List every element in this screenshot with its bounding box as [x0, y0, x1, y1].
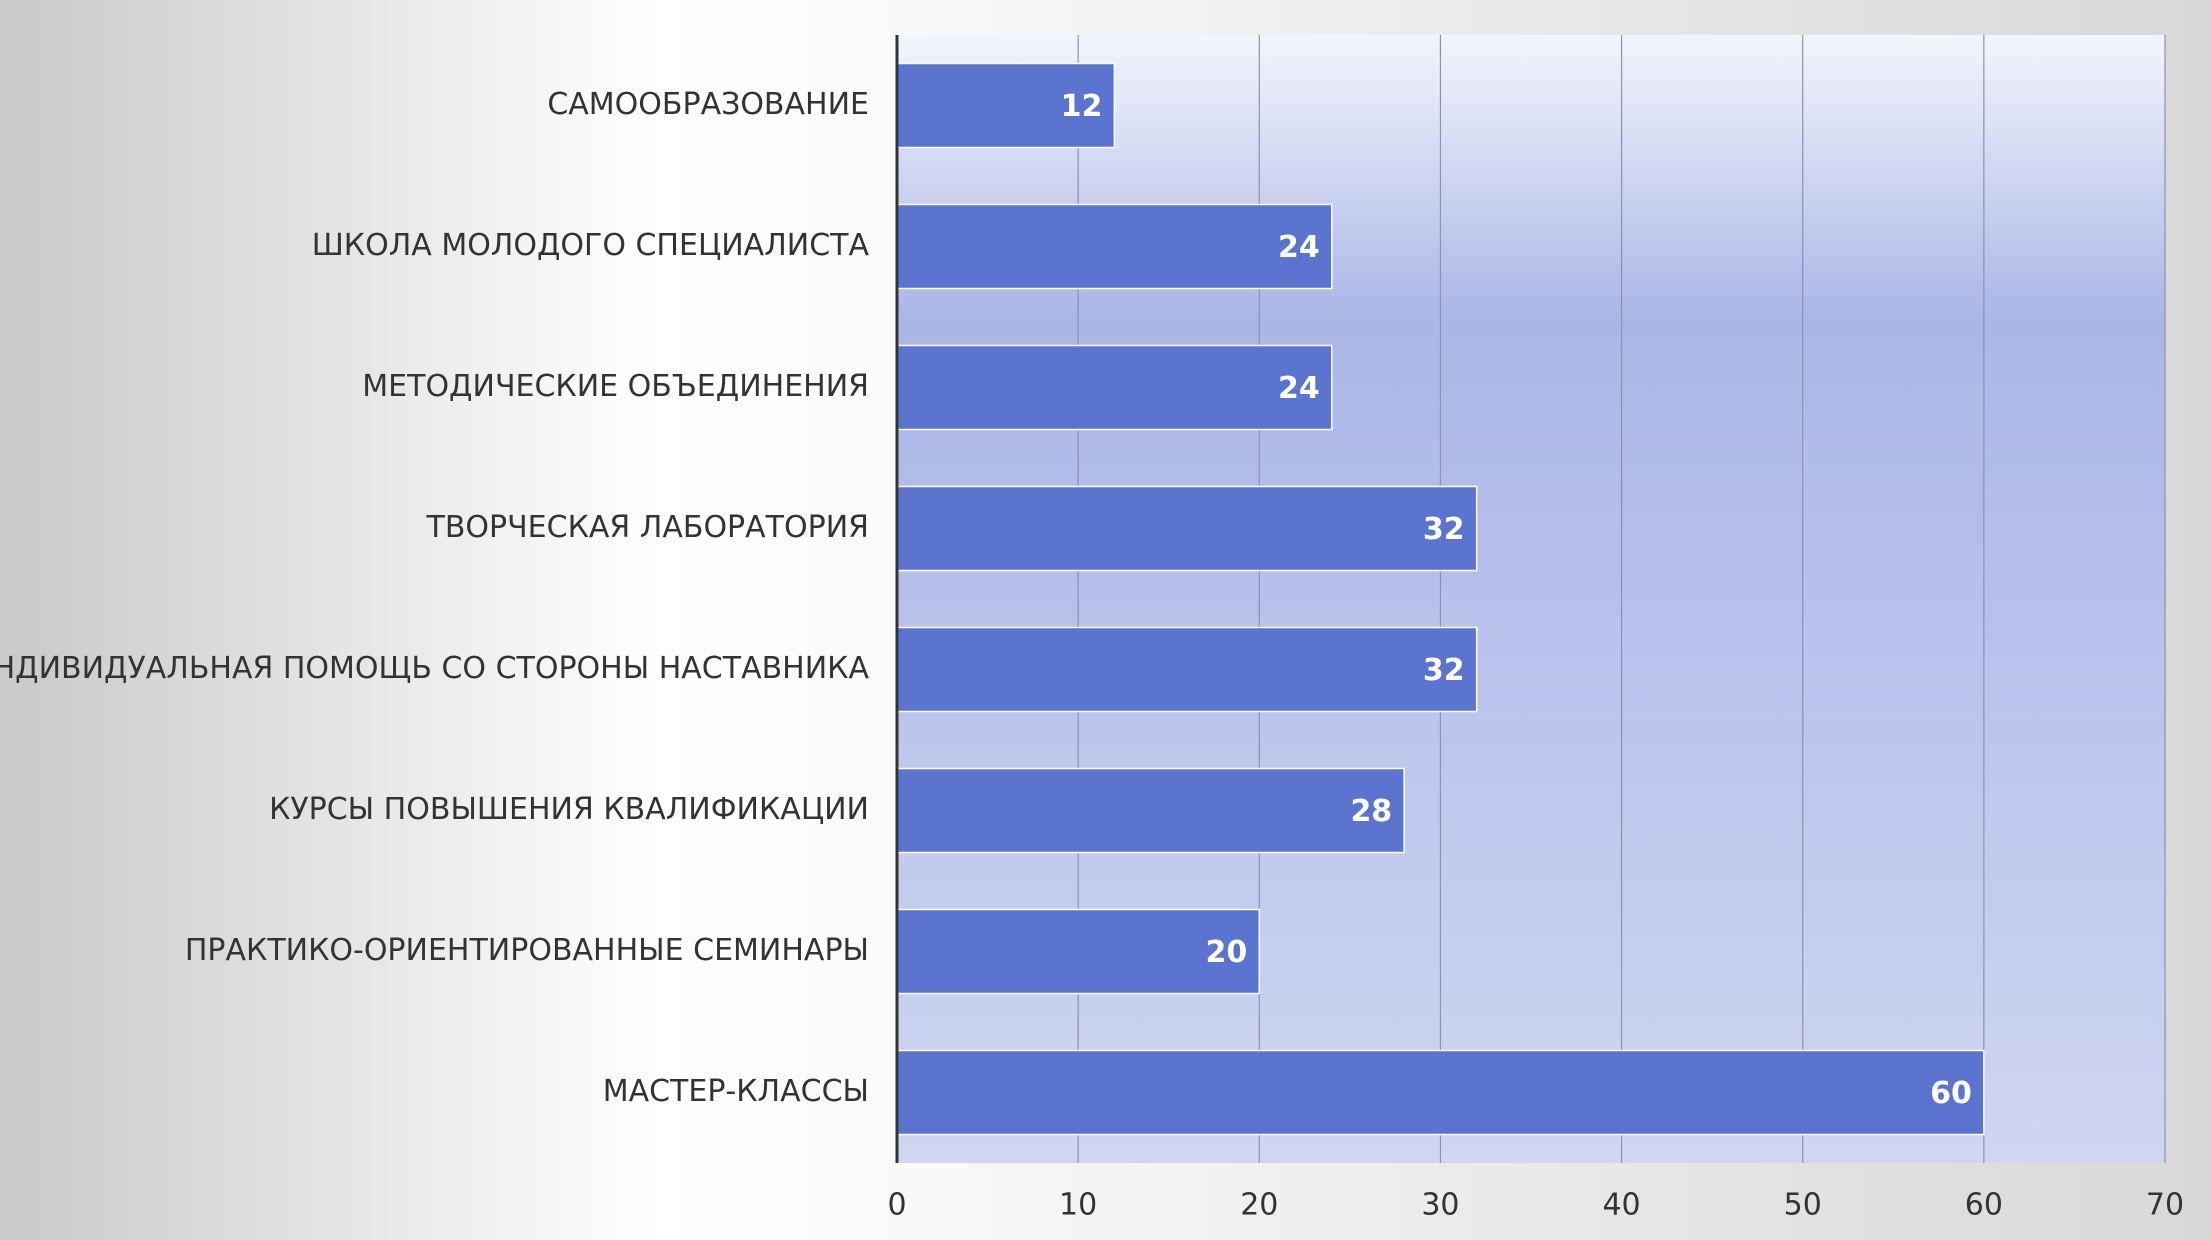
data-label: 24 — [1278, 371, 1320, 406]
bar — [896, 62, 1116, 149]
y-tick-label: ИНДИВИДУАЛЬНАЯ ПОМОЩЬ СО СТОРОНЫ НАСТАВН… — [0, 651, 869, 686]
y-tick-label: ШКОЛА МОЛОДОГО СПЕЦИАЛИСТА — [312, 228, 870, 263]
x-tick-label: 70 — [2146, 1188, 2184, 1223]
bar — [896, 626, 1478, 713]
y-tick-label: МЕТОДИЧЕСКИЕ ОБЪЕДИНЕНИЯ — [362, 369, 869, 404]
x-tick-label: 40 — [1602, 1188, 1640, 1223]
y-tick-label: КУРСЫ ПОВЫШЕНИЯ КВАЛИФИКАЦИИ — [269, 792, 869, 827]
y-tick-label: МАСТЕР-КЛАССЫ — [603, 1074, 869, 1109]
data-label: 28 — [1350, 794, 1392, 829]
x-tick-label: 60 — [1965, 1188, 2003, 1223]
x-tick-label: 20 — [1240, 1188, 1278, 1223]
bar — [896, 767, 1405, 854]
bar — [896, 344, 1333, 431]
bar — [896, 908, 1261, 995]
bar — [896, 1049, 1985, 1136]
data-label: 32 — [1423, 512, 1465, 547]
x-tick-label: 10 — [1059, 1188, 1097, 1223]
y-tick-label: ТВОРЧЕСКАЯ ЛАБОРАТОРИЯ — [426, 510, 870, 545]
x-tick-label: 0 — [887, 1188, 906, 1223]
data-label: 20 — [1206, 935, 1248, 970]
y-tick-label: САМООБРАЗОВАНИЕ — [547, 87, 869, 122]
bar — [896, 485, 1478, 572]
data-label: 24 — [1278, 230, 1320, 265]
bar — [896, 203, 1333, 290]
data-label: 32 — [1423, 653, 1465, 688]
data-label: 60 — [1930, 1076, 1972, 1111]
y-tick-label: ПРАКТИКО-ОРИЕНТИРОВАННЫЕ СЕМИНАРЫ — [185, 933, 869, 968]
x-tick-label: 50 — [1784, 1188, 1822, 1223]
x-tick-label: 30 — [1421, 1188, 1459, 1223]
data-label: 12 — [1061, 89, 1103, 124]
